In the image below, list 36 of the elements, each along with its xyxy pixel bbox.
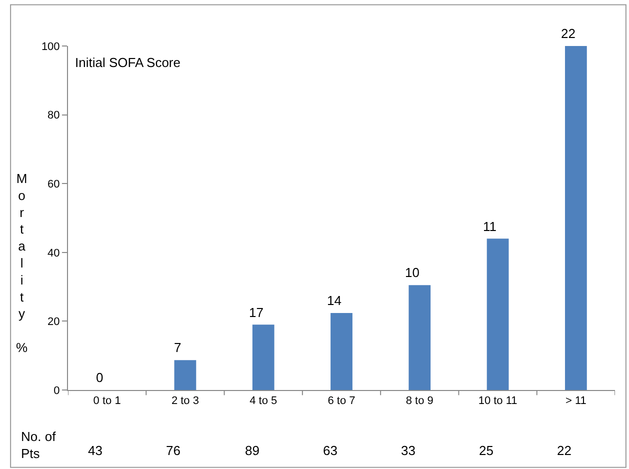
text: 33 [401, 443, 416, 458]
y-tick-label: 80 [48, 110, 60, 122]
text: 43 [88, 443, 102, 458]
text: 76 [166, 443, 180, 458]
bar [330, 312, 352, 390]
y-tick-label: 40 [48, 247, 60, 260]
bar [174, 360, 196, 390]
text: 25 [479, 443, 494, 458]
x-tick-label: 8 to 9 [406, 395, 434, 408]
annotation: 17 [249, 305, 264, 320]
annotation: 0 [96, 370, 104, 385]
text: 22 [557, 443, 572, 458]
bar [408, 285, 431, 390]
x-tick-label: 6 to 7 [328, 395, 356, 408]
bar [252, 324, 274, 390]
annotation: 14 [327, 293, 342, 308]
annotation: 10 [405, 265, 420, 280]
annotation: 22 [561, 26, 576, 41]
x-tick-label: 0 to 1 [93, 395, 121, 408]
annotation: 7 [174, 340, 182, 355]
x-tick-label: 2 to 3 [171, 395, 199, 408]
bar [564, 46, 587, 390]
x-tick-label: > 11 [565, 395, 586, 408]
text: Initial SOFA Score [75, 55, 180, 70]
text: No. of Pts [21, 429, 56, 461]
bar [486, 238, 509, 390]
text: 63 [323, 443, 338, 458]
text: 89 [245, 443, 260, 458]
text: M o r t a l i t y % [16, 171, 28, 355]
annotation: 11 [483, 219, 496, 234]
y-tick-label: 100 [41, 40, 60, 53]
x-tick-label: 10 to 11 [478, 395, 518, 408]
y-tick-label: 0 [54, 384, 60, 397]
y-tick-label: 20 [48, 316, 60, 328]
y-tick-label: 60 [48, 178, 60, 190]
x-tick-label: 4 to 5 [250, 395, 278, 408]
